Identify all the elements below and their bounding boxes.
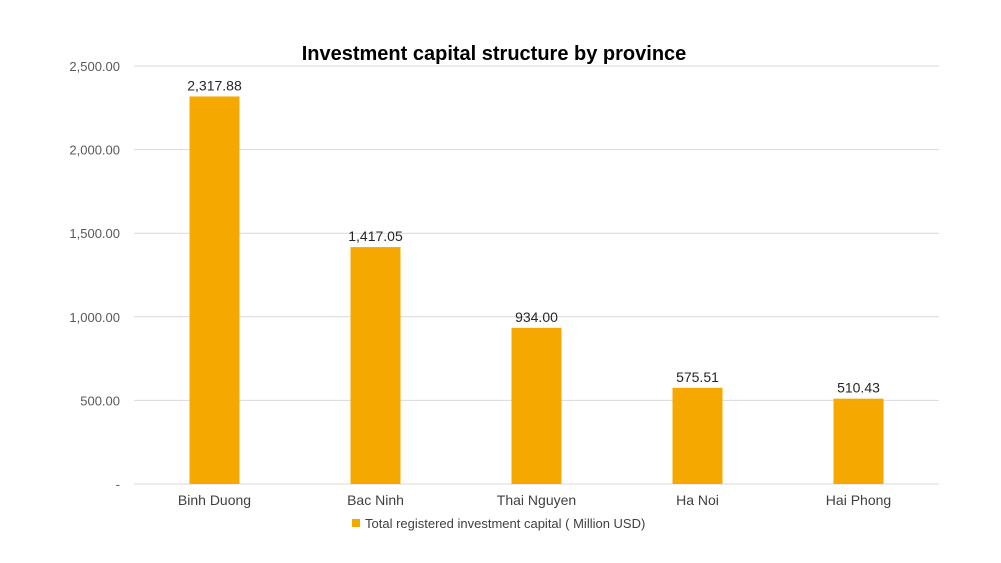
x-tick-label: Hai Phong — [826, 492, 891, 508]
legend-swatch — [352, 519, 360, 527]
bar — [672, 387, 723, 484]
x-tick-label: Ha Noi — [676, 492, 719, 508]
x-tick-label: Thai Nguyen — [497, 492, 576, 508]
y-axis-ticks: - 500.00 1,000.00 1,500.00 2,000.00 2,500.00 — [69, 59, 120, 492]
bar — [833, 398, 884, 484]
legend-label: Total registered investment capital ( Mi… — [365, 516, 645, 531]
data-labels: 2,317.88 1,417.05 934.00 575.51 510.43 — [187, 77, 880, 395]
legend: Total registered investment capital ( Mi… — [352, 516, 645, 531]
data-label: 1,417.05 — [348, 228, 403, 244]
data-label: 2,317.88 — [187, 77, 242, 93]
y-tick-label: 500.00 — [80, 393, 120, 408]
data-label: 934.00 — [515, 309, 558, 325]
y-tick-label: 1,000.00 — [69, 310, 120, 325]
y-tick-label: 2,500.00 — [69, 59, 120, 74]
chart-title: Investment capital structure by province — [302, 43, 687, 65]
bar — [511, 327, 562, 484]
x-axis-categories: Binh Duong Bac Ninh Thai Nguyen Ha Noi Hai P… — [178, 492, 891, 508]
y-tick-label: - — [116, 477, 120, 492]
gridlines — [134, 65, 939, 485]
x-tick-label: Binh Duong — [178, 492, 251, 508]
bar — [350, 247, 401, 484]
x-tick-label: Bac Ninh — [347, 492, 404, 508]
data-label: 575.51 — [676, 369, 719, 385]
data-label: 510.43 — [837, 380, 880, 396]
bars — [189, 96, 884, 484]
y-tick-label: 2,000.00 — [69, 143, 120, 158]
bar — [189, 96, 240, 484]
y-tick-label: 1,500.00 — [69, 226, 120, 241]
